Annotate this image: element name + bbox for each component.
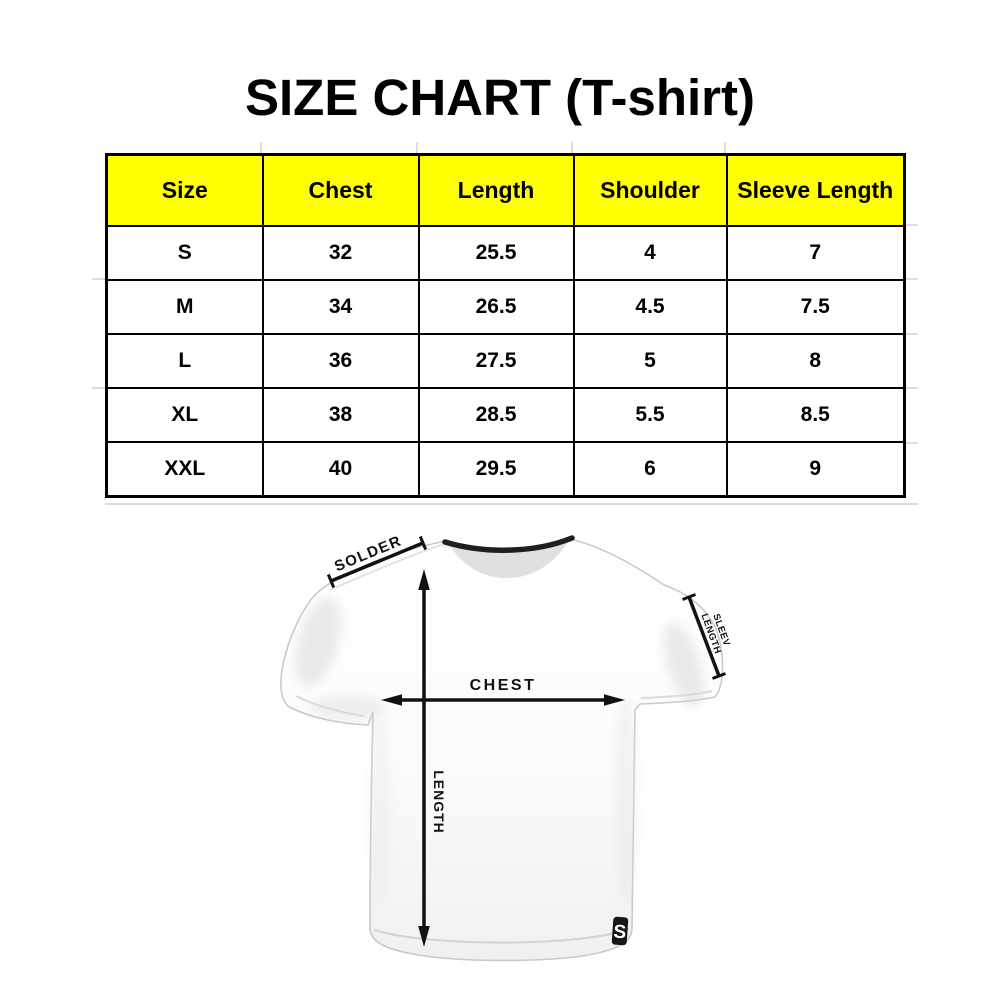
col-header-length: Length bbox=[417, 153, 575, 227]
tshirt-diagram: LENGTH CHEST SOLDER SLEEV LENGTH S bbox=[280, 532, 732, 962]
cell-sleeve-length: 8.5 bbox=[725, 387, 906, 443]
shading bbox=[664, 622, 704, 708]
gridline-stub bbox=[724, 142, 726, 153]
page-title: SIZE CHART (T-shirt) bbox=[245, 69, 755, 126]
header-row: Size Chest Length Shoulder Sleeve Length bbox=[105, 153, 906, 227]
shading bbox=[615, 695, 637, 905]
col-header-size: Size bbox=[105, 153, 264, 227]
chest-label: CHEST bbox=[470, 677, 537, 694]
col-header-sleeve-length: Sleeve Length bbox=[725, 153, 906, 227]
shoulder-dimension-line bbox=[326, 535, 428, 589]
gridline-stub bbox=[260, 142, 262, 153]
table-row-xl: XL 38 28.5 5.5 8.5 bbox=[105, 387, 906, 443]
table-row-s: S 32 25.5 4 7 bbox=[105, 225, 906, 281]
left-cuff-seam bbox=[295, 695, 365, 717]
size-table: Size Chest Length Shoulder Sleeve Length… bbox=[105, 153, 906, 498]
cell-length: 28.5 bbox=[417, 387, 575, 443]
col-header-chest: Chest bbox=[261, 153, 420, 227]
cell-shoulder: 5.5 bbox=[572, 387, 728, 443]
cell-length: 26.5 bbox=[417, 279, 575, 335]
chest-arrow bbox=[381, 694, 625, 706]
cell-sleeve-length: 7.5 bbox=[725, 279, 906, 335]
cell-chest: 32 bbox=[261, 225, 420, 281]
cell-shoulder: 5 bbox=[572, 333, 728, 389]
gridline-stub bbox=[905, 333, 918, 335]
brand-tag-letter: S bbox=[613, 922, 627, 944]
sleeve-dimension-line bbox=[681, 593, 727, 680]
gridline-stub bbox=[905, 442, 918, 444]
tshirt-body bbox=[280, 538, 724, 962]
cell-chest: 34 bbox=[261, 279, 420, 335]
length-arrow bbox=[418, 569, 430, 947]
shading bbox=[310, 696, 386, 720]
gridline-stub bbox=[92, 387, 105, 389]
cell-shoulder: 4.5 bbox=[572, 279, 728, 335]
gridline-stub bbox=[571, 142, 573, 153]
cell-size: L bbox=[105, 333, 264, 389]
brand-tag: S bbox=[611, 916, 629, 946]
cell-chest: 38 bbox=[261, 387, 420, 443]
cell-size: XL bbox=[105, 387, 264, 443]
length-label: LENGTH bbox=[431, 770, 447, 834]
table-row-m: M 34 26.5 4.5 7.5 bbox=[105, 279, 906, 335]
cell-size: XXL bbox=[105, 441, 264, 498]
collar bbox=[442, 535, 575, 553]
cell-sleeve-length: 9 bbox=[725, 441, 906, 498]
gridline-stub bbox=[905, 387, 918, 389]
hem-seam bbox=[373, 928, 630, 944]
gridline-stub bbox=[905, 224, 918, 226]
table-row-xxl: XXL 40 29.5 6 9 bbox=[105, 441, 906, 498]
cell-length: 27.5 bbox=[417, 333, 575, 389]
left-shoulder-seam bbox=[329, 542, 448, 591]
cell-length: 25.5 bbox=[417, 225, 575, 281]
col-header-shoulder: Shoulder bbox=[572, 153, 728, 227]
shading bbox=[370, 710, 390, 910]
cell-size: M bbox=[105, 279, 264, 335]
cell-shoulder: 6 bbox=[572, 441, 728, 498]
gridline-stub bbox=[905, 278, 918, 280]
shading bbox=[294, 597, 342, 687]
cell-size: S bbox=[105, 225, 264, 281]
table-row-l: L 36 27.5 5 8 bbox=[105, 333, 906, 389]
cell-length: 29.5 bbox=[417, 441, 575, 498]
cell-sleeve-length: 7 bbox=[725, 225, 906, 281]
cell-sleeve-length: 8 bbox=[725, 333, 906, 389]
gridline-stub bbox=[416, 142, 418, 153]
gridline-stub bbox=[105, 503, 918, 505]
cell-chest: 36 bbox=[261, 333, 420, 389]
gridline-stub bbox=[92, 278, 105, 280]
right-cuff-seam bbox=[640, 690, 713, 699]
cell-shoulder: 4 bbox=[572, 225, 728, 281]
cell-chest: 40 bbox=[261, 441, 420, 498]
